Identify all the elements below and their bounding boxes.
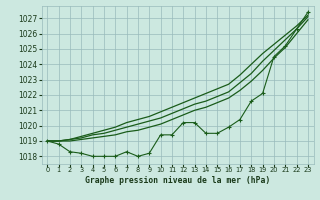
X-axis label: Graphe pression niveau de la mer (hPa): Graphe pression niveau de la mer (hPa) <box>85 176 270 185</box>
